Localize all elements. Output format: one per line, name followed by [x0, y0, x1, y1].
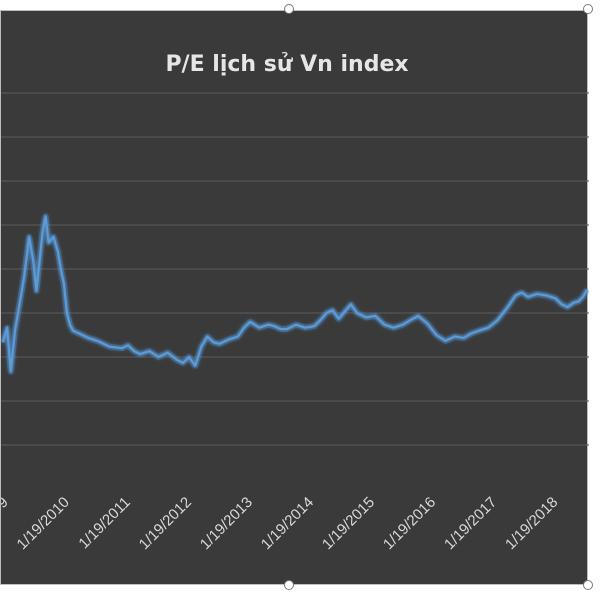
series-layer	[1, 213, 589, 375]
resize-handle-bottom-right[interactable]	[583, 580, 593, 590]
x-tick-label: 1/19/2013	[197, 494, 256, 553]
x-tick-label: 1/19/2017	[441, 494, 500, 553]
x-tick-label: 1/19/2015	[319, 494, 378, 553]
series-line-pe	[1, 215, 589, 373]
chart-svg: P/E lịch sử Vn index 1/19/2009 1/19/2010 1…	[1, 52, 589, 553]
resize-handle-bottom[interactable]	[284, 580, 294, 590]
resize-handle-top[interactable]	[284, 4, 294, 14]
x-tick-label: 1/19/2016	[380, 494, 439, 553]
chart-title: P/E lịch sử Vn index	[165, 52, 408, 77]
x-tick-label: 1/19/2010	[14, 494, 73, 553]
resize-handle-top-right[interactable]	[583, 4, 593, 14]
x-tick-label: 1/19/2009	[1, 494, 12, 553]
grid-lines	[1, 92, 589, 446]
series-line-glow	[1, 213, 589, 375]
chart-area[interactable]: P/E lịch sử Vn index 1/19/2009 1/19/2010 1…	[0, 10, 589, 585]
x-axis-ticks: 1/19/2009 1/19/2010 1/19/2011 1/19/2012 1/19…	[1, 494, 561, 553]
x-tick-label: 1/19/2011	[75, 494, 133, 552]
x-tick-label: 1/19/2012	[136, 494, 195, 553]
x-tick-label: 1/19/2018	[502, 494, 561, 553]
x-tick-label: 1/19/2014	[258, 494, 317, 553]
